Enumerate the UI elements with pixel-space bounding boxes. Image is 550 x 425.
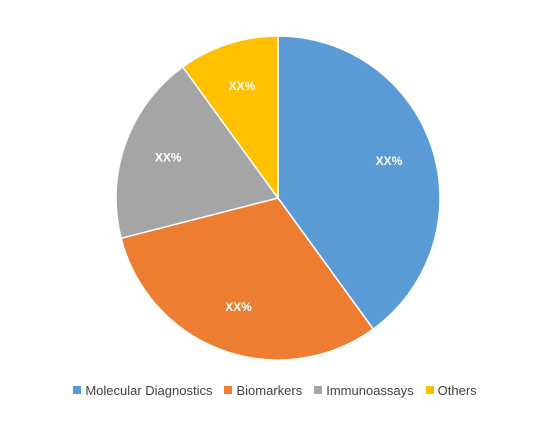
legend-swatch-others	[425, 386, 434, 394]
legend-item-biomarkers: Biomarkers	[224, 383, 302, 398]
legend-item-immunoassays: Immunoassays	[314, 382, 414, 398]
legend-label-molecular-diagnostics: Molecular Diagnostics	[85, 382, 213, 398]
legend-item-molecular-diagnostics: Molecular Diagnostics	[73, 383, 212, 398]
pie-slices	[115, 35, 441, 361]
chart-legend: Molecular Diagnostics Biomarkers Immunoass…	[0, 380, 550, 400]
legend-label-immunoassays: Immunoassays	[326, 382, 414, 398]
pie-slice-molecular-diagnostics	[277, 35, 441, 331]
legend-swatch-biomarkers	[224, 386, 233, 394]
legend-item-others: Others	[425, 382, 477, 398]
pie-data-labels: XX% XX% XX% XX%	[155, 79, 403, 314]
data-label-biomarkers: XX%	[225, 300, 252, 314]
legend-swatch-molecular-diagnostics	[73, 386, 82, 394]
data-label-molecular-diagnostics: XX%	[376, 154, 403, 168]
pie-slice-biomarkers	[120, 197, 375, 361]
data-label-others: XX%	[229, 79, 256, 93]
legend-label-biomarkers: Biomarkers	[236, 382, 303, 398]
data-label-immunoassays: XX%	[155, 151, 182, 165]
pie-slice-immunoassays	[115, 65, 280, 240]
legend-swatch-immunoassays	[314, 386, 323, 394]
legend-label-others: Others	[437, 382, 477, 398]
pie-slice-others	[181, 35, 279, 201]
